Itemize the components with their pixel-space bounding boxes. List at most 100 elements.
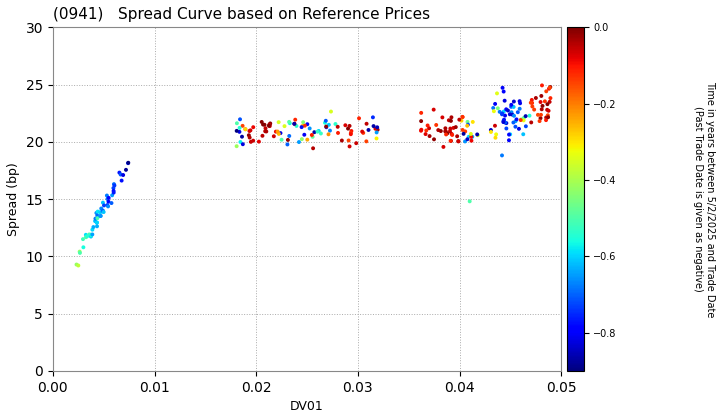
Point xyxy=(289,121,300,127)
Point xyxy=(103,194,114,201)
Point xyxy=(108,189,120,196)
Point xyxy=(272,128,284,135)
Point xyxy=(526,119,537,126)
Point xyxy=(372,124,383,131)
Point xyxy=(344,143,356,150)
Point xyxy=(500,120,512,126)
Point xyxy=(80,234,91,241)
Point xyxy=(371,129,382,136)
Point xyxy=(108,188,120,194)
Point xyxy=(84,231,95,238)
Point xyxy=(472,131,483,138)
Point xyxy=(80,231,91,238)
Point xyxy=(540,117,552,123)
Point xyxy=(291,123,302,129)
Point xyxy=(508,98,520,105)
Point xyxy=(368,123,379,129)
Point xyxy=(494,108,505,115)
Point xyxy=(516,116,527,123)
Point xyxy=(500,119,511,126)
Point xyxy=(108,185,120,192)
Point xyxy=(307,145,319,152)
Point xyxy=(451,133,463,139)
Point xyxy=(108,181,120,187)
Point xyxy=(485,127,497,134)
Point xyxy=(237,141,248,147)
Point xyxy=(243,128,255,134)
Point xyxy=(264,123,276,129)
Point xyxy=(77,236,89,242)
Point xyxy=(86,226,98,233)
Point xyxy=(498,88,510,95)
Point xyxy=(520,123,531,130)
Point xyxy=(289,116,301,123)
Point xyxy=(356,128,368,135)
Point xyxy=(91,219,103,226)
Point xyxy=(462,121,474,128)
Point xyxy=(496,111,508,118)
Point xyxy=(257,132,269,139)
Text: (0941)   Spread Curve based on Reference Prices: (0941) Spread Curve based on Reference P… xyxy=(53,7,430,22)
Point xyxy=(260,125,271,131)
Point xyxy=(369,125,381,132)
Point xyxy=(234,116,246,123)
Point xyxy=(299,131,310,138)
Point xyxy=(91,223,103,230)
Point xyxy=(446,114,457,121)
Point xyxy=(116,177,127,184)
Point xyxy=(257,121,269,128)
Point xyxy=(102,202,113,208)
Point xyxy=(78,244,89,251)
Point xyxy=(541,106,553,113)
Point xyxy=(541,114,552,121)
Point xyxy=(81,233,93,240)
Point xyxy=(275,130,287,136)
Point xyxy=(361,138,372,145)
Point xyxy=(513,126,525,132)
Point xyxy=(346,128,357,134)
Point xyxy=(514,100,526,107)
Point xyxy=(497,84,508,91)
Point xyxy=(505,131,516,138)
Point xyxy=(536,82,548,89)
Point xyxy=(496,152,508,159)
Point xyxy=(330,121,341,127)
Point xyxy=(90,215,102,222)
Point xyxy=(456,117,467,124)
Point xyxy=(120,166,132,173)
Point xyxy=(273,131,284,137)
Point xyxy=(539,98,551,105)
Point xyxy=(97,199,109,206)
Point xyxy=(297,119,309,126)
Point xyxy=(320,123,332,130)
Point xyxy=(424,133,436,139)
Point xyxy=(122,160,134,167)
Point xyxy=(115,171,127,178)
Point xyxy=(85,233,96,240)
Point xyxy=(107,192,118,199)
Point xyxy=(467,118,479,125)
X-axis label: DV01: DV01 xyxy=(290,400,324,413)
Point xyxy=(323,131,334,138)
Point xyxy=(440,125,451,131)
Point xyxy=(296,136,307,142)
Point xyxy=(518,115,530,121)
Point xyxy=(526,103,538,110)
Point xyxy=(264,121,275,128)
Point xyxy=(259,128,271,134)
Point xyxy=(536,106,547,113)
Point xyxy=(542,112,554,118)
Point xyxy=(520,113,531,120)
Point xyxy=(446,131,458,138)
Point xyxy=(415,127,427,134)
Point xyxy=(297,123,308,129)
Point xyxy=(528,106,540,113)
Point xyxy=(258,121,270,128)
Point xyxy=(231,120,243,126)
Point xyxy=(264,122,275,129)
Point xyxy=(371,135,382,142)
Point xyxy=(467,134,478,140)
Point xyxy=(320,124,332,131)
Point xyxy=(463,134,474,140)
Point xyxy=(453,138,464,144)
